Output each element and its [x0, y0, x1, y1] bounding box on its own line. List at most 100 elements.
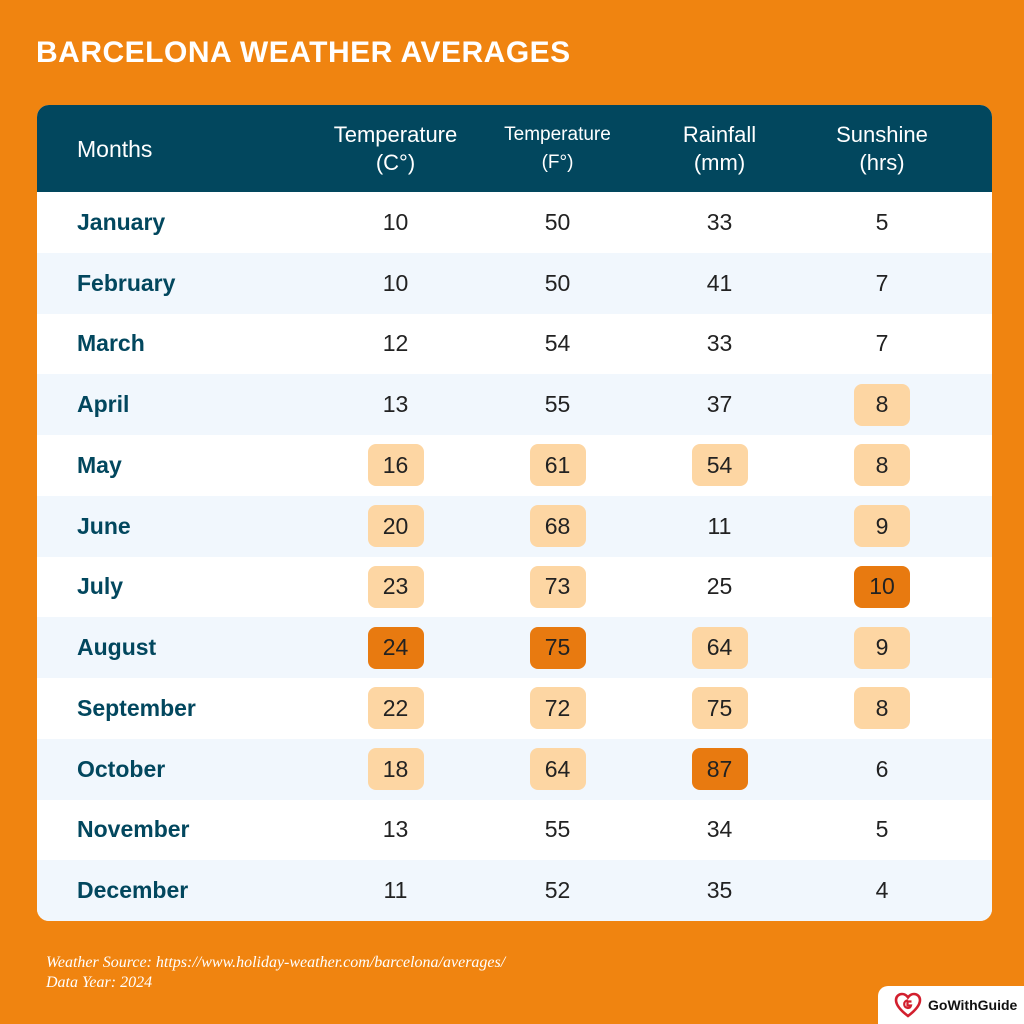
- table-row: December 11 52 35 4: [37, 860, 992, 921]
- temp-c-cell: 13: [317, 800, 474, 861]
- rainfall-value: 34: [706, 816, 733, 843]
- header-sunshine-unit: (hrs): [859, 149, 905, 175]
- rainfall-value: 41: [706, 269, 733, 296]
- temp-c-value: 24: [367, 626, 424, 669]
- rainfall-value: 35: [706, 877, 733, 904]
- header-temp-c-label: Temperature: [333, 121, 458, 147]
- sunshine-value: 8: [854, 383, 910, 426]
- sunshine-cell: 7: [798, 253, 966, 314]
- temp-f-cell: 50: [474, 192, 641, 253]
- temp-f-value: 55: [544, 391, 571, 418]
- temp-f-cell: 55: [474, 374, 641, 435]
- table-row: January 10 50 33 5: [37, 192, 992, 253]
- rainfall-value: 37: [706, 391, 733, 418]
- sunshine-value: 4: [875, 877, 889, 904]
- table-row: June 20 68 11 9: [37, 495, 992, 557]
- sunshine-value: 9: [854, 505, 910, 548]
- temp-c-value: 20: [367, 505, 424, 548]
- temp-c-value: 18: [367, 748, 424, 791]
- header-temp-f-label: Temperature: [504, 123, 611, 145]
- rainfall-cell: 87: [641, 739, 798, 800]
- table-row: November 13 55 34 5: [37, 800, 992, 861]
- temp-c-value: 13: [382, 391, 409, 418]
- temp-c-cell: 24: [317, 617, 474, 678]
- rainfall-cell: 41: [641, 253, 798, 314]
- header-rainfall-unit: (mm): [693, 149, 746, 175]
- temp-f-value: 55: [544, 816, 571, 843]
- source-note: Weather Source: https://www.holiday-weat…: [46, 953, 505, 993]
- temp-c-cell: 13: [317, 374, 474, 435]
- rainfall-value: 25: [706, 573, 733, 600]
- temp-c-cell: 10: [317, 192, 474, 253]
- sunshine-value: 9: [854, 626, 910, 669]
- sunshine-cell: 8: [798, 374, 966, 435]
- month-label: March: [77, 330, 145, 357]
- header-sunshine-label: Sunshine: [836, 121, 928, 147]
- source-url: Weather Source: https://www.holiday-weat…: [46, 954, 506, 971]
- sunshine-cell: 8: [798, 435, 966, 496]
- sunshine-value: 10: [854, 565, 910, 608]
- page-title: BARCELONA WEATHER AVERAGES: [36, 36, 571, 69]
- rainfall-value: 87: [691, 748, 748, 791]
- temp-c-cell: 16: [317, 435, 474, 496]
- header-months: Months: [77, 135, 153, 162]
- month-label: June: [77, 512, 131, 539]
- sunshine-value: 5: [875, 816, 889, 843]
- data-year: Data Year: 2024: [46, 974, 153, 991]
- temp-f-cell: 55: [474, 800, 641, 861]
- rainfall-cell: 37: [641, 374, 798, 435]
- temp-c-cell: 11: [317, 860, 474, 921]
- month-label: November: [77, 816, 190, 843]
- temp-f-value: 50: [544, 208, 571, 235]
- month-label: December: [77, 877, 189, 904]
- temp-f-value: 64: [529, 748, 586, 791]
- temp-f-cell: 64: [474, 739, 641, 800]
- table-row: May 16 61 54 8: [37, 435, 992, 496]
- temp-c-cell: 18: [317, 739, 474, 800]
- temp-f-cell: 68: [474, 496, 641, 557]
- sunshine-value: 5: [875, 208, 889, 235]
- sunshine-value: 7: [875, 330, 889, 357]
- table-row: March 12 54 33 7: [37, 314, 992, 375]
- header-temp-f-unit: (F°): [541, 151, 574, 173]
- month-label: September: [77, 694, 196, 721]
- month-label: January: [77, 208, 166, 235]
- sunshine-cell: 9: [798, 496, 966, 557]
- temp-f-value: 54: [544, 330, 571, 357]
- temp-c-value: 13: [382, 816, 409, 843]
- temp-c-value: 11: [383, 877, 408, 904]
- rainfall-value: 33: [706, 330, 733, 357]
- table-row: September 22 72 75 8: [37, 678, 992, 739]
- weather-table: Months Temperature (C°) Temperature (F°)…: [37, 105, 992, 921]
- header-temp-f: Temperature (F°): [474, 121, 641, 177]
- gowithguide-logo-icon: [894, 992, 922, 1018]
- month-label: July: [77, 573, 124, 600]
- rainfall-value: 33: [706, 208, 733, 235]
- rainfall-cell: 25: [641, 557, 798, 618]
- sunshine-cell: 6: [798, 739, 966, 800]
- sunshine-cell: 8: [798, 678, 966, 739]
- header-temp-c-unit: (C°): [375, 149, 416, 175]
- table-row: February 10 50 41 7: [37, 252, 992, 314]
- temp-c-value: 23: [367, 565, 424, 608]
- table-row: October 18 64 87 6: [37, 738, 992, 800]
- temp-f-value: 73: [529, 565, 586, 608]
- sunshine-value: 8: [854, 444, 910, 487]
- brand-badge: GoWithGuide: [878, 986, 1024, 1024]
- table-body: January 10 50 33 5 February 10 50 41 7 March 12 54 33…: [37, 192, 992, 921]
- temp-c-cell: 23: [317, 557, 474, 618]
- rainfall-cell: 75: [641, 678, 798, 739]
- header-temp-c: Temperature (C°): [317, 121, 474, 177]
- sunshine-cell: 7: [798, 314, 966, 375]
- temp-c-value: 10: [382, 208, 409, 235]
- rainfall-cell: 35: [641, 860, 798, 921]
- header-sunshine: Sunshine (hrs): [798, 121, 966, 177]
- temp-f-cell: 52: [474, 860, 641, 921]
- header-rainfall-label: Rainfall: [682, 121, 757, 147]
- temp-c-cell: 12: [317, 314, 474, 375]
- temp-c-value: 10: [382, 269, 409, 296]
- temp-c-cell: 22: [317, 678, 474, 739]
- sunshine-value: 8: [854, 687, 910, 730]
- table-header: Months Temperature (C°) Temperature (F°)…: [37, 105, 992, 192]
- temp-c-cell: 10: [317, 253, 474, 314]
